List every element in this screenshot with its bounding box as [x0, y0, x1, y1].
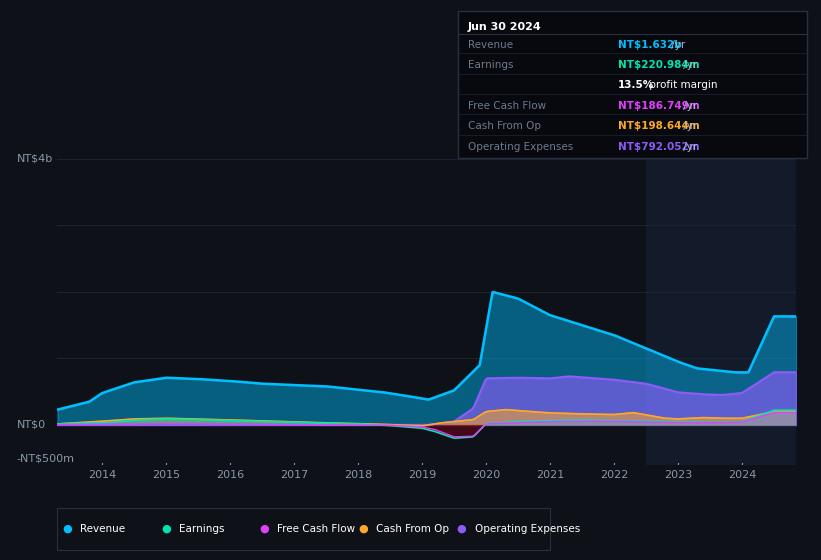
- Text: 2016: 2016: [216, 470, 245, 480]
- Text: /yr: /yr: [680, 142, 697, 152]
- Text: Operating Expenses: Operating Expenses: [468, 142, 573, 152]
- Text: NT$792.052m: NT$792.052m: [618, 142, 699, 152]
- Text: NT$220.984m: NT$220.984m: [618, 60, 699, 70]
- Text: -NT$500m: -NT$500m: [17, 453, 75, 463]
- Text: Free Cash Flow: Free Cash Flow: [277, 524, 355, 534]
- Text: Revenue: Revenue: [468, 40, 513, 50]
- Text: 2015: 2015: [152, 470, 181, 480]
- Text: /yr: /yr: [680, 60, 697, 70]
- Text: 2023: 2023: [664, 470, 692, 480]
- Text: /yr: /yr: [668, 40, 686, 50]
- Text: Earnings: Earnings: [179, 524, 224, 534]
- Text: Revenue: Revenue: [80, 524, 126, 534]
- Text: Cash From Op: Cash From Op: [376, 524, 449, 534]
- Text: ●: ●: [259, 524, 269, 534]
- Text: NT$4b: NT$4b: [17, 154, 53, 164]
- Text: NT$186.749m: NT$186.749m: [618, 101, 700, 111]
- Text: ●: ●: [358, 524, 368, 534]
- Text: Free Cash Flow: Free Cash Flow: [468, 101, 546, 111]
- Text: 2019: 2019: [408, 470, 436, 480]
- Bar: [646, 146, 796, 465]
- Text: Cash From Op: Cash From Op: [468, 121, 541, 131]
- Text: Operating Expenses: Operating Expenses: [475, 524, 580, 534]
- Text: NT$198.644m: NT$198.644m: [618, 121, 700, 131]
- Text: ●: ●: [161, 524, 171, 534]
- Text: /yr: /yr: [680, 121, 697, 131]
- Text: NT$1.632b: NT$1.632b: [618, 40, 682, 50]
- Text: 2022: 2022: [600, 470, 628, 480]
- Text: 2014: 2014: [88, 470, 117, 480]
- Text: Earnings: Earnings: [468, 60, 513, 70]
- Text: 2018: 2018: [344, 470, 372, 480]
- Text: ●: ●: [62, 524, 72, 534]
- Text: 2021: 2021: [536, 470, 564, 480]
- Text: ●: ●: [456, 524, 466, 534]
- Text: Jun 30 2024: Jun 30 2024: [468, 22, 542, 32]
- Text: /yr: /yr: [680, 101, 697, 111]
- Text: NT$0: NT$0: [17, 420, 46, 430]
- Text: profit margin: profit margin: [646, 81, 718, 91]
- Text: 13.5%: 13.5%: [618, 81, 654, 91]
- Text: 2017: 2017: [280, 470, 309, 480]
- Text: 2020: 2020: [472, 470, 500, 480]
- Text: 2024: 2024: [727, 470, 756, 480]
